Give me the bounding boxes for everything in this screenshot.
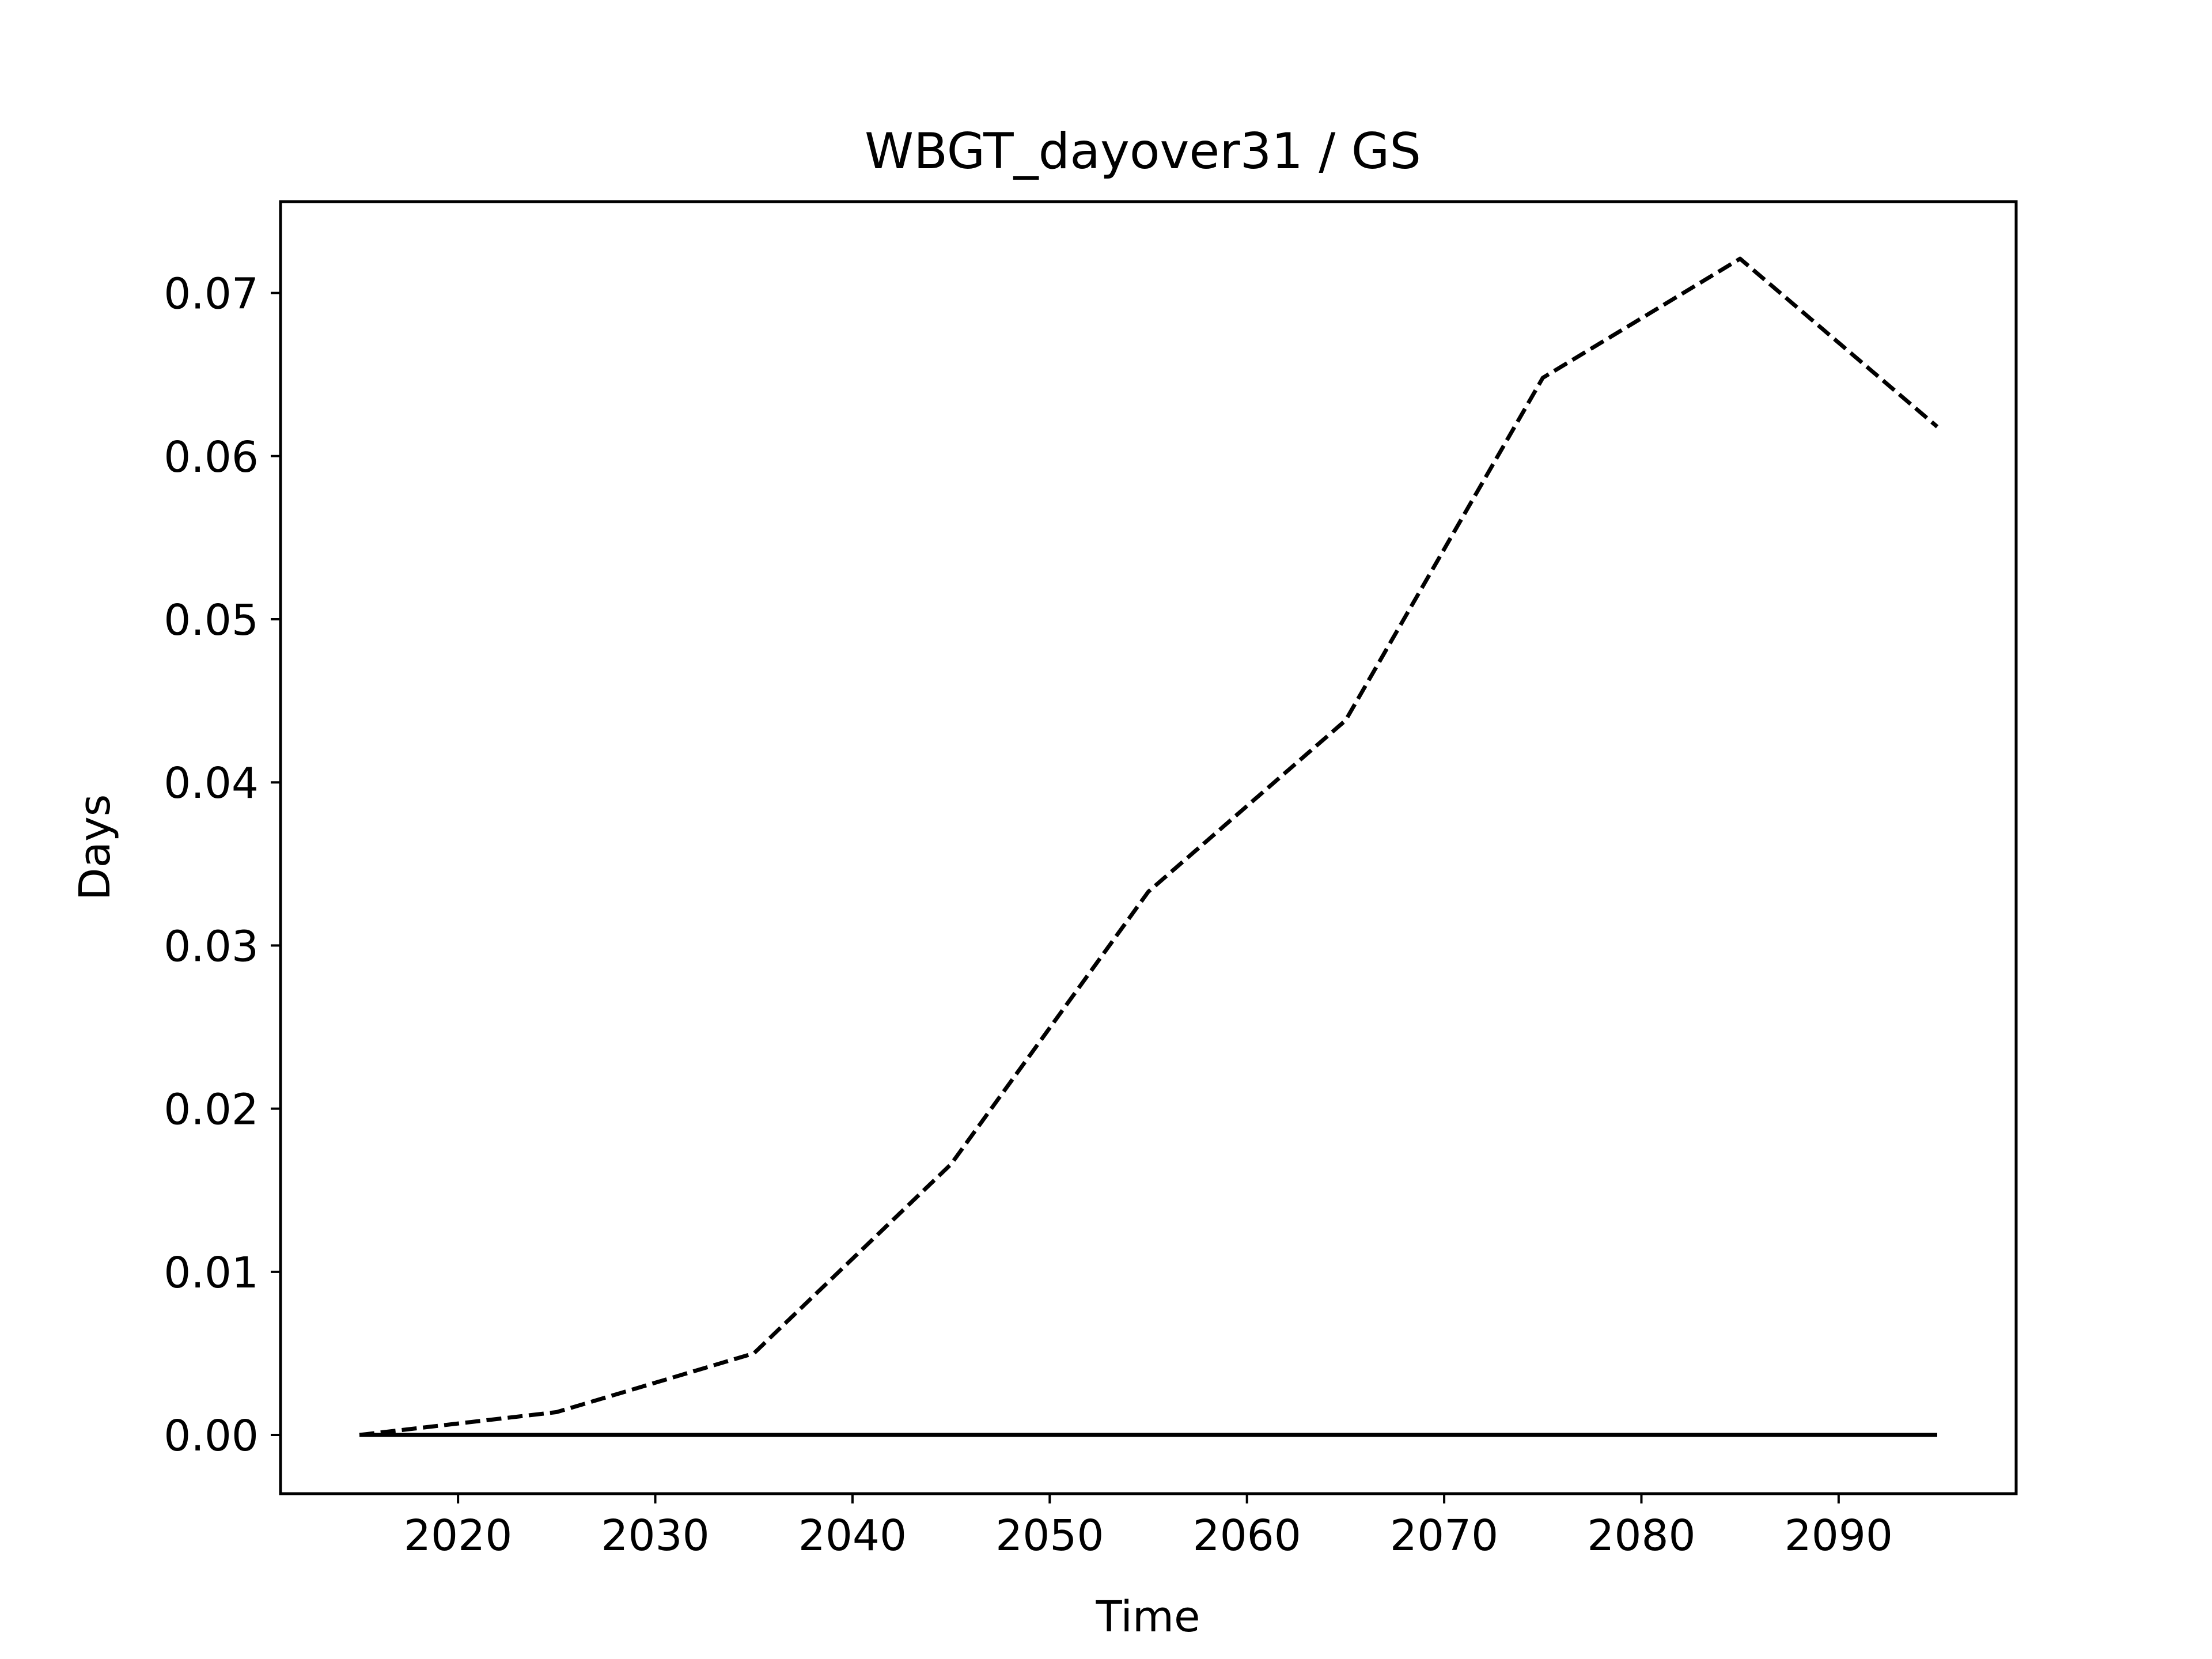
y-axis: 0.00 0.01 0.02 0.03 0.04 0.05 0.06 0.07 [164,270,281,1461]
x-tick-label: 2080 [1587,1511,1695,1560]
y-tick-label: 0.06 [164,433,259,482]
x-tick-label: 2040 [798,1511,907,1560]
plot-series [359,256,1939,1437]
x-tick-label: 2070 [1390,1511,1498,1560]
x-axis: 2020 2030 2040 2050 2060 2070 2080 2090 [404,1494,1893,1560]
x-tick-label: 2020 [404,1511,512,1560]
x-tick-label: 2060 [1193,1511,1301,1560]
x-tick-label: 2030 [601,1511,709,1560]
y-tick-label: 0.02 [164,1085,259,1135]
chart-title: WBGT_dayover31 / GS [865,123,1421,180]
x-tick-label: 2050 [995,1511,1104,1560]
x-axis-label: Time [1095,1592,1200,1642]
y-tick-label: 0.07 [164,270,259,319]
y-tick-label: 0.05 [164,596,259,645]
x-tick-label: 2090 [1785,1511,1893,1560]
y-tick-label: 0.01 [164,1248,259,1298]
y-axis-label: Days [70,794,120,901]
y-tick-label: 0.04 [164,759,259,808]
y-tick-label: 0.03 [164,922,259,971]
dashed-series-line [359,256,1939,1437]
y-tick-label: 0.00 [164,1411,259,1461]
plot-frame [279,200,2018,1495]
